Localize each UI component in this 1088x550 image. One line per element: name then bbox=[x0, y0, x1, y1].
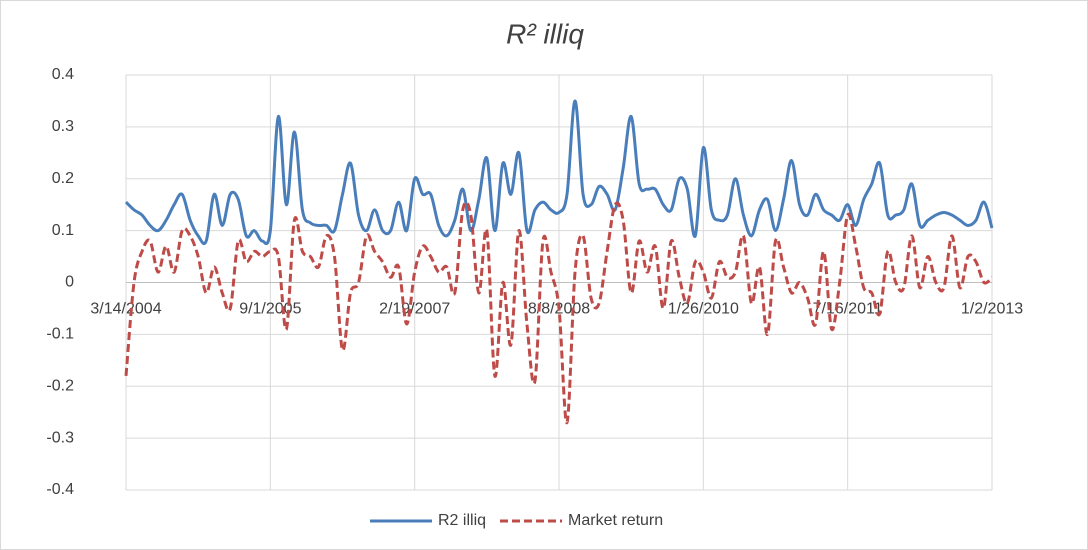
x-tick-label: 1/2/2013 bbox=[961, 301, 1023, 318]
legend-label: Market return bbox=[568, 512, 663, 529]
y-tick-label: 0.2 bbox=[52, 170, 74, 187]
y-tick-label: 0.1 bbox=[52, 222, 74, 239]
x-tick-label: 1/26/2010 bbox=[668, 301, 739, 318]
y-tick-label: 0.3 bbox=[52, 118, 74, 135]
line-series bbox=[124, 99, 994, 246]
x-tick-label: 7/16/2011 bbox=[813, 301, 883, 318]
x-tick-label: 3/14/2004 bbox=[90, 301, 161, 318]
y-tick-label: -0.3 bbox=[46, 429, 74, 446]
chart-title: R² illiq bbox=[506, 18, 584, 49]
x-tick-label: 2/19/2007 bbox=[379, 301, 450, 318]
y-tick-label: -0.4 bbox=[46, 481, 74, 498]
y-tick-label: -0.2 bbox=[46, 377, 74, 394]
y-tick-label: 0 bbox=[65, 274, 74, 291]
y-tick-label: 0.4 bbox=[52, 66, 74, 83]
x-tick-label: 9/1/2005 bbox=[239, 301, 301, 318]
line-series bbox=[124, 200, 994, 425]
y-tick-label: -0.1 bbox=[46, 326, 74, 343]
legend-label: R2 illiq bbox=[438, 512, 486, 529]
